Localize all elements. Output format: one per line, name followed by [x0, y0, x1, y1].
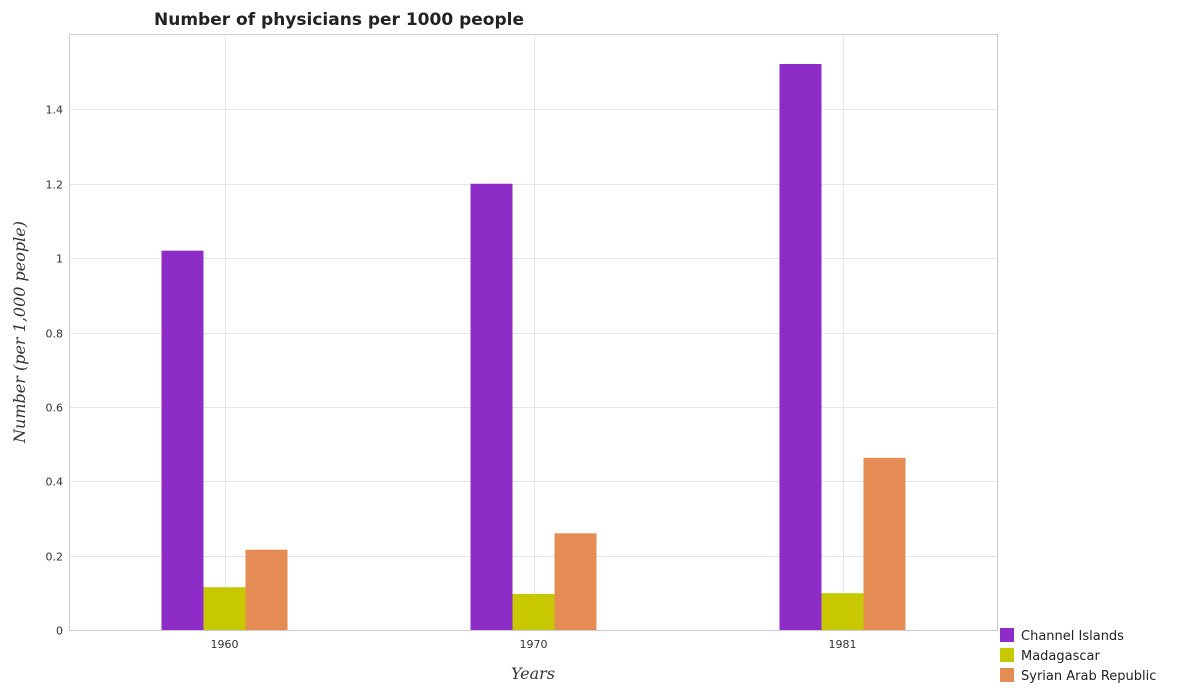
x-tick-label: 1970	[520, 638, 548, 651]
grid	[70, 35, 997, 631]
bar-channel-islands-1981	[779, 64, 822, 631]
chart-title: Number of physicians per 1000 people	[154, 10, 524, 30]
y-tick-label: 0.2	[46, 551, 64, 564]
y-tick-label: 0	[56, 625, 63, 638]
legend-label: Syrian Arab Republic	[1021, 669, 1156, 684]
y-tick-label: 0.8	[46, 328, 64, 341]
plot-area	[69, 34, 998, 631]
bar-syrian-arab-republic-1970	[554, 533, 597, 630]
legend-label: Madagascar	[1021, 649, 1101, 664]
bar-madagascar-1970	[512, 593, 555, 630]
y-tick-label: 0.4	[46, 476, 64, 489]
bar-syrian-arab-republic-1981	[863, 457, 906, 630]
bar-syrian-arab-republic-1960	[245, 549, 288, 630]
x-axis-label: Years	[511, 664, 555, 683]
bar-madagascar-1960	[203, 587, 246, 630]
y-tick-label: 1.2	[46, 179, 64, 192]
bar-channel-islands-1960	[161, 250, 204, 630]
legend-swatch	[1000, 668, 1014, 682]
y-axis-label: Number (per 1,000 people)	[10, 221, 29, 444]
y-axis: 0 0.2 0.4 0.6 0.8 1 1.2 1.4	[46, 104, 64, 638]
legend: Channel Islands Madagascar Syrian Arab Rep…	[1000, 628, 1156, 684]
bar-madagascar-1981	[821, 593, 864, 630]
legend-swatch	[1000, 648, 1014, 662]
bar-channel-islands-1970	[470, 183, 513, 630]
y-tick-label: 1	[56, 253, 63, 266]
legend-label: Channel Islands	[1021, 629, 1124, 644]
y-tick-label: 1.4	[46, 104, 64, 117]
x-axis: 1960 1970 1981	[211, 638, 857, 651]
bars	[161, 64, 906, 631]
x-tick-label: 1981	[829, 638, 857, 651]
x-tick-label: 1960	[211, 638, 239, 651]
y-tick-label: 0.6	[46, 402, 64, 415]
legend-swatch	[1000, 628, 1014, 642]
